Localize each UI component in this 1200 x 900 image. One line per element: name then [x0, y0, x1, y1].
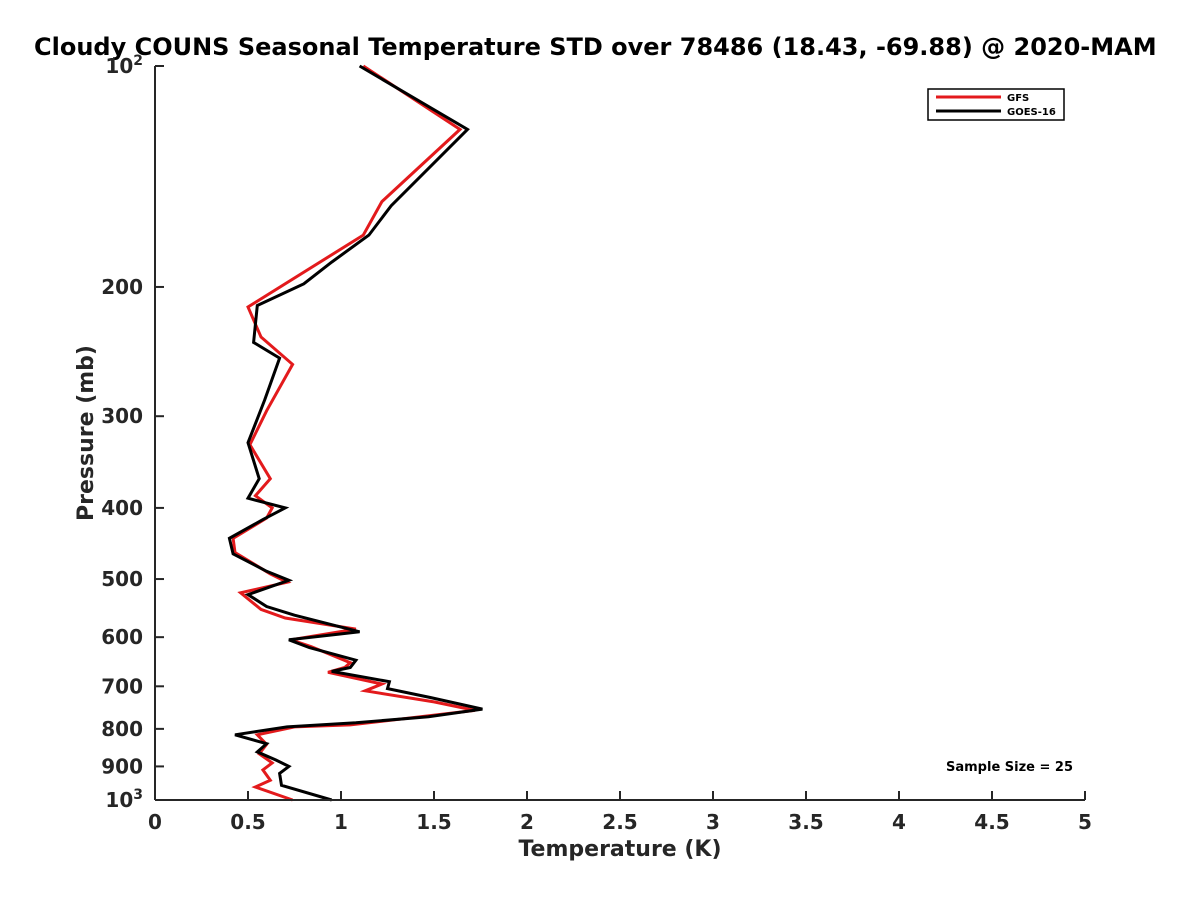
- series-layer: [227, 64, 483, 802]
- y-tick-label: 900: [101, 754, 143, 778]
- y-axis-title: Pressure (mb): [74, 345, 99, 521]
- x-tick-label: 3: [706, 810, 720, 834]
- series-line-goes16: [227, 64, 483, 802]
- x-tick-label: 2: [520, 810, 534, 834]
- y-tick-label: 300: [101, 404, 143, 428]
- y-tick-label: 400: [101, 496, 143, 520]
- plot-area: [155, 66, 1085, 800]
- x-tick-label: 0.5: [230, 810, 265, 834]
- x-tick-label: 0: [148, 810, 162, 834]
- chart-title: Cloudy COUNS Seasonal Temperature STD ov…: [34, 33, 1157, 61]
- y-axis-ticks: 102 200 300 400 500 600 700 800 900 103: [101, 53, 164, 812]
- sample-size-annotation: Sample Size = 25: [946, 760, 1073, 775]
- legend: GFS GOES-16: [927, 88, 1065, 121]
- y-tick-label: 500: [101, 567, 143, 591]
- y-tick-label: 103: [105, 787, 143, 812]
- x-tick-label: 2.5: [602, 810, 637, 834]
- x-tick-label: 1.5: [416, 810, 451, 834]
- x-tick-label: 3.5: [788, 810, 823, 834]
- y-tick-label: 700: [101, 674, 143, 698]
- y-tick-label: 600: [101, 625, 143, 649]
- x-tick-label: 4: [892, 810, 906, 834]
- x-axis-title: Temperature (K): [518, 837, 721, 862]
- series-line-gfs: [231, 64, 476, 802]
- x-tick-label: 1: [334, 810, 348, 834]
- y-tick-label: 102: [105, 53, 143, 78]
- x-tick-label: 4.5: [974, 810, 1009, 834]
- x-axis-ticks: 0 0.5 1 1.5 2 2.5 3 3.5 4 4.5 5: [148, 791, 1092, 834]
- x-tick-label: 5: [1078, 810, 1092, 834]
- y-tick-label: 800: [101, 717, 143, 741]
- legend-box: [927, 88, 1065, 121]
- legend-label-gfs: GFS: [1007, 93, 1029, 104]
- y-tick-label: 200: [101, 275, 143, 299]
- legend-label-goes16: GOES-16: [1007, 107, 1056, 118]
